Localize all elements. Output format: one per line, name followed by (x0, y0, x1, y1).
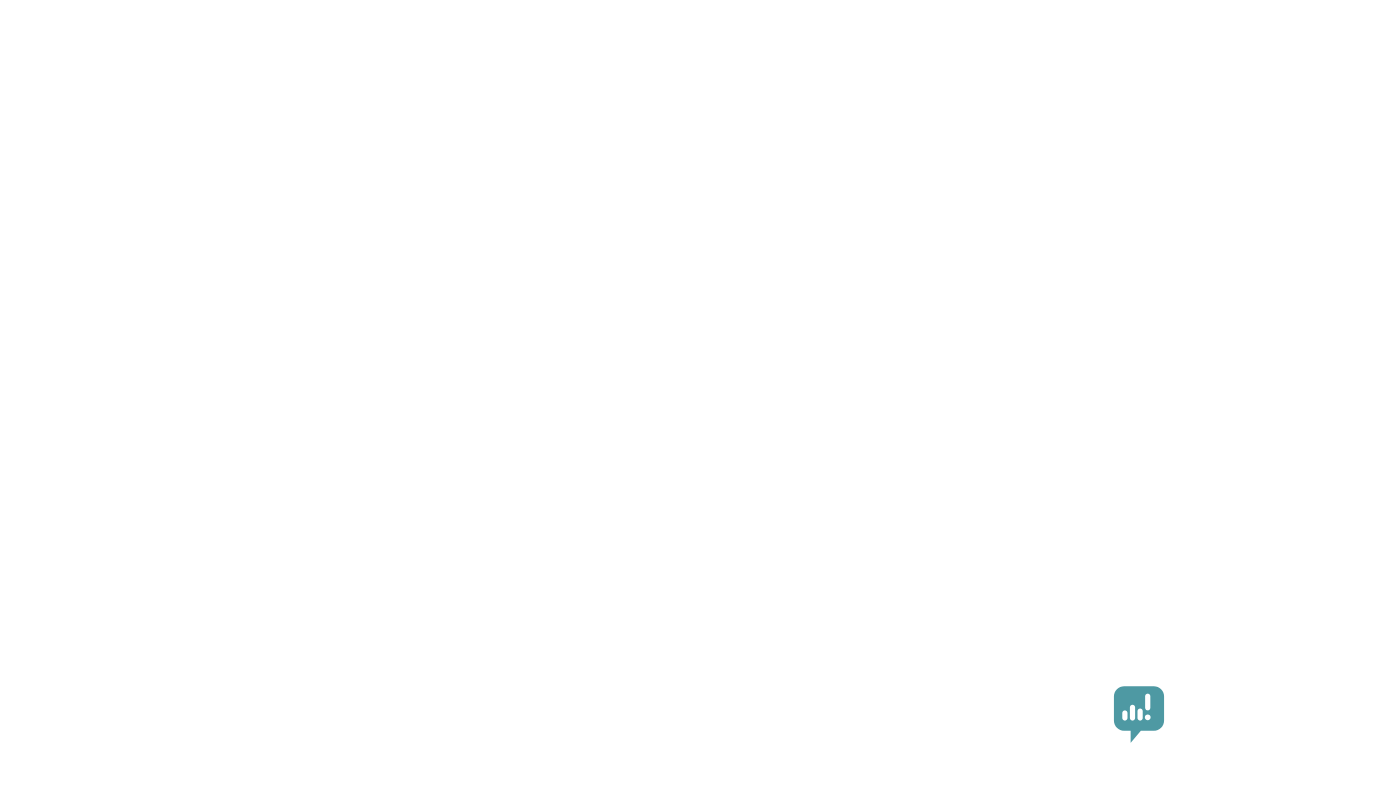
newsworthy-logo-icon (1113, 686, 1165, 743)
newsworthy-branding (1113, 684, 1175, 746)
